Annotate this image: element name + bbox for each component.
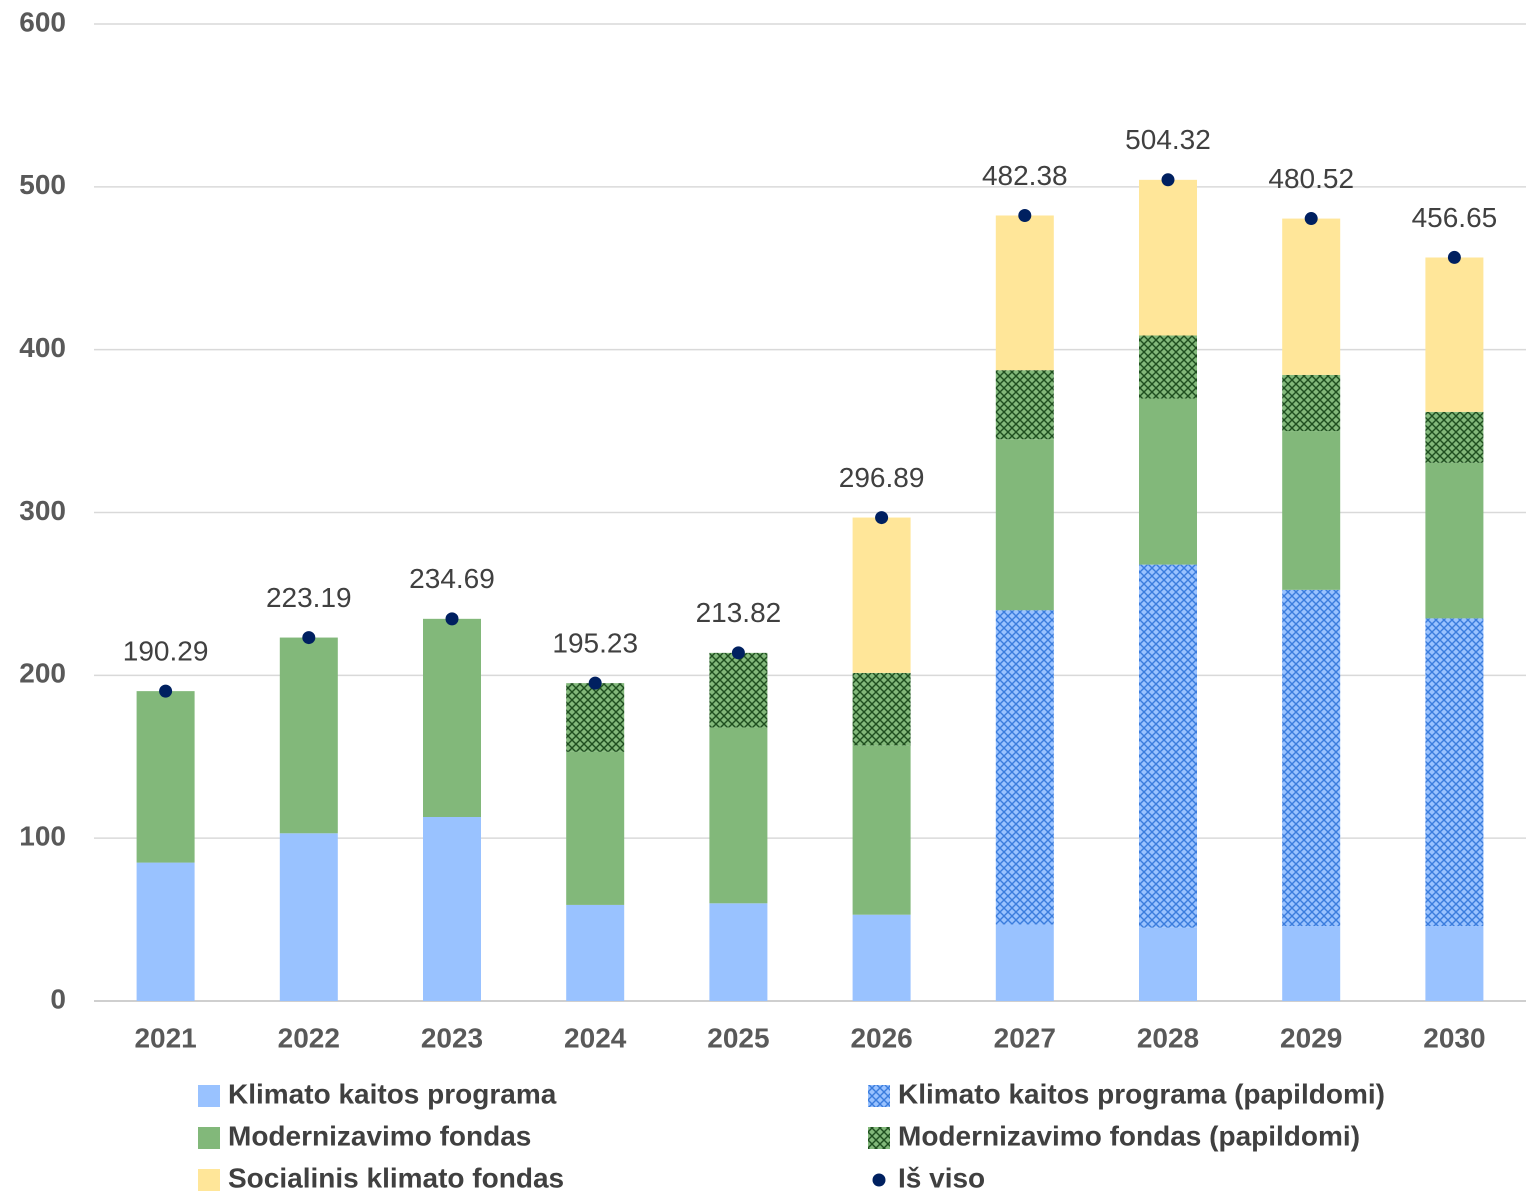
bar-segment	[852, 914, 911, 1001]
bar-segment	[423, 816, 481, 1001]
bar-segment	[995, 370, 1054, 440]
total-marker	[1161, 173, 1175, 187]
bar-segment	[852, 672, 911, 746]
bar-segment	[852, 517, 911, 673]
bar-segment	[995, 439, 1054, 611]
legend-label: Socialinis klimato fondas	[228, 1162, 564, 1193]
bar-segment	[136, 691, 195, 863]
bar-segment	[995, 610, 1054, 925]
bar-segment	[1425, 411, 1484, 463]
total-marker	[1304, 212, 1318, 226]
bar-segment	[1425, 926, 1484, 1001]
bar-segment	[1282, 589, 1341, 927]
bar-segment	[852, 745, 911, 915]
data-label: 190.29	[123, 636, 209, 667]
total-marker	[302, 631, 316, 645]
legend-label: Klimato kaitos programa (papildomi)	[898, 1078, 1385, 1109]
x-tick-label: 2023	[421, 1022, 483, 1053]
legend-marker	[872, 1173, 886, 1187]
bar-segment	[279, 637, 338, 834]
bar-segment	[1282, 218, 1341, 375]
total-marker	[875, 511, 889, 525]
bar-segment	[279, 833, 338, 1001]
bar-segment	[995, 215, 1054, 371]
legend-swatch	[868, 1085, 890, 1107]
legend-item: Modernizavimo fondas (papildomi)	[868, 1120, 1360, 1151]
total-marker	[588, 676, 602, 690]
total-marker	[731, 646, 745, 660]
x-tick-label: 2022	[278, 1022, 340, 1053]
legend-label: Modernizavimo fondas (papildomi)	[898, 1120, 1360, 1151]
bar-segment	[1139, 564, 1197, 928]
x-tick-label: 2027	[994, 1022, 1056, 1053]
legend-swatch	[198, 1085, 220, 1107]
legend-swatch	[868, 1127, 890, 1149]
bar-segment	[709, 727, 768, 904]
data-label: 456.65	[1412, 202, 1498, 233]
bar-segment	[1139, 927, 1197, 1001]
total-marker	[1447, 250, 1461, 264]
bar-segment	[566, 683, 625, 752]
legend-item: Klimato kaitos programa	[198, 1078, 557, 1109]
bar-segment	[709, 652, 768, 728]
legend-item: Modernizavimo fondas	[198, 1120, 531, 1151]
legend-label: Klimato kaitos programa	[228, 1078, 557, 1109]
y-tick-label: 200	[19, 658, 66, 689]
data-label: 482.38	[982, 160, 1068, 191]
legend-swatch	[198, 1127, 220, 1149]
legend-label: Iš viso	[898, 1162, 985, 1193]
bar-segment	[709, 903, 768, 1001]
y-tick-label: 500	[19, 169, 66, 200]
total-marker	[445, 612, 459, 626]
total-marker	[159, 684, 173, 698]
bar-segment	[1425, 257, 1484, 412]
bar-segment	[995, 924, 1054, 1001]
x-tick-label: 2029	[1280, 1022, 1342, 1053]
data-label: 480.52	[1268, 163, 1354, 194]
data-label: 504.32	[1125, 124, 1211, 155]
bar-segment	[1282, 926, 1341, 1001]
y-tick-label: 400	[19, 332, 66, 363]
x-tick-label: 2021	[134, 1022, 196, 1053]
legend-swatch	[198, 1169, 220, 1191]
x-tick-label: 2024	[564, 1022, 627, 1053]
bar-segment	[423, 618, 481, 817]
legend-item: Klimato kaitos programa (papildomi)	[868, 1078, 1385, 1109]
x-tick-label: 2028	[1137, 1022, 1199, 1053]
total-marker	[1018, 209, 1032, 223]
data-label: 296.89	[839, 462, 925, 493]
y-tick-label: 0	[50, 983, 66, 1014]
bar-segment	[1139, 398, 1197, 565]
bar-segment	[1139, 179, 1197, 336]
bar-segment	[1282, 374, 1341, 432]
bar-segment	[1425, 462, 1484, 619]
bar-segment	[1425, 618, 1484, 927]
legend-item: Iš viso	[872, 1162, 985, 1193]
y-tick-label: 600	[19, 6, 66, 37]
data-label: 195.23	[552, 627, 638, 658]
legend-label: Modernizavimo fondas	[228, 1120, 531, 1151]
legend-item: Socialinis klimato fondas	[198, 1162, 564, 1193]
bar-segment	[1139, 335, 1197, 399]
bar-segment	[566, 904, 625, 1001]
x-tick-label: 2030	[1423, 1022, 1485, 1053]
bar-segment	[1282, 431, 1341, 590]
y-tick-label: 300	[19, 495, 66, 526]
y-tick-label: 100	[19, 821, 66, 852]
x-tick-label: 2026	[850, 1022, 912, 1053]
bar-segment	[566, 751, 625, 905]
data-label: 234.69	[409, 563, 495, 594]
bar-segment	[136, 862, 195, 1001]
data-label: 213.82	[696, 597, 782, 628]
x-tick-label: 2025	[707, 1022, 769, 1053]
data-label: 223.19	[266, 582, 352, 613]
